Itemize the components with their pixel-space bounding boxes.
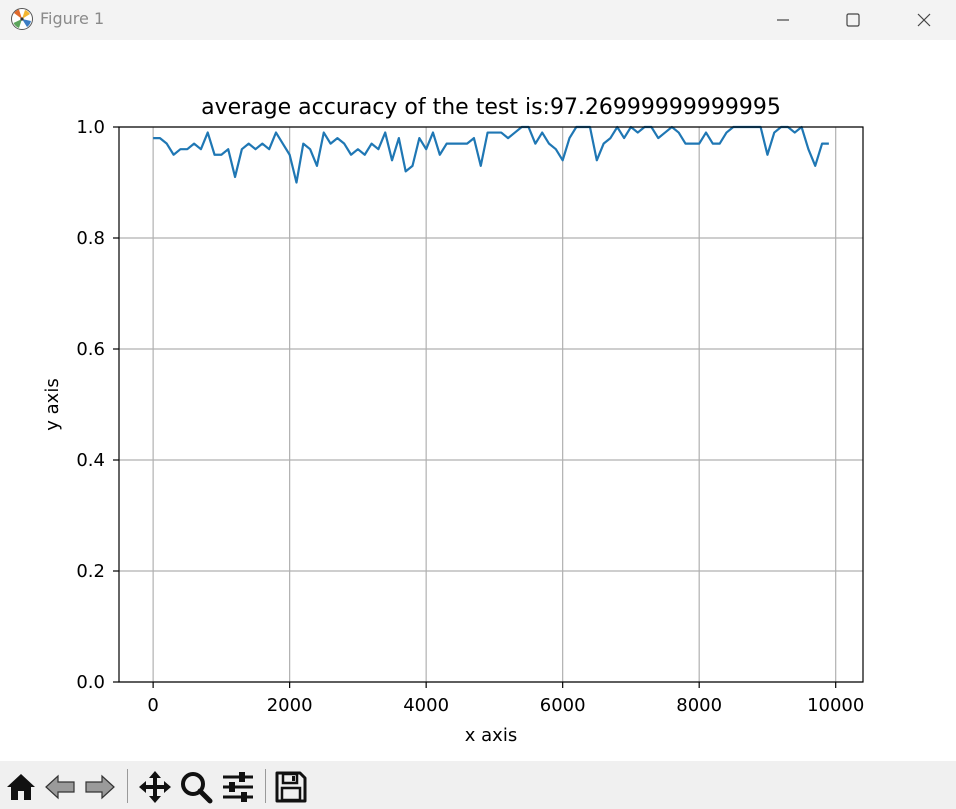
y-tick-label: 0.8 — [76, 228, 105, 249]
x-tick-label: 6000 — [540, 695, 586, 716]
pan-button[interactable] — [137, 769, 173, 805]
matplotlib-logo-icon — [11, 8, 33, 30]
configure-subplots-button[interactable] — [220, 769, 256, 805]
forward-arrow-icon — [85, 774, 115, 800]
home-button[interactable] — [3, 769, 39, 805]
configure-sliders-icon — [223, 772, 253, 802]
back-arrow-icon — [45, 774, 75, 800]
zoom-button[interactable] — [178, 769, 214, 805]
navigation-toolbar — [0, 761, 956, 809]
accuracy-series-line — [153, 125, 829, 184]
forward-button[interactable] — [82, 769, 118, 805]
toolbar-separator — [127, 769, 128, 803]
chart-title: average accuracy of the test is:97.26999… — [201, 95, 781, 120]
maximize-button[interactable] — [830, 0, 876, 40]
y-tick-label: 0.2 — [76, 561, 105, 582]
y-tick-label: 0.0 — [76, 672, 105, 693]
x-tick-label: 0 — [147, 695, 158, 716]
tick-labels: 0 2000 4000 6000 8000 10000 0.0 0.2 0.4 0.6 0.8 1.0 — [76, 117, 864, 716]
y-tick-label: 0.4 — [76, 450, 105, 471]
close-icon — [917, 13, 931, 27]
y-axis-label: y axis — [42, 378, 63, 430]
x-tick-label: 8000 — [676, 695, 722, 716]
maximize-icon — [846, 13, 860, 27]
y-tick-label: 0.6 — [76, 339, 105, 360]
figure-canvas[interactable]: 0 2000 4000 6000 8000 10000 0.0 0.2 0.4 0.6 0.8 1.0… — [0, 40, 956, 761]
window-title: Figure 1 — [40, 9, 105, 28]
x-tick-label: 10000 — [807, 695, 864, 716]
close-button[interactable] — [901, 0, 947, 40]
minimize-button[interactable] — [760, 0, 806, 40]
tick-marks — [113, 126, 837, 688]
zoom-magnifier-icon — [181, 772, 213, 804]
x-axis-label: x axis — [465, 725, 517, 746]
line-chart[interactable]: 0 2000 4000 6000 8000 10000 0.0 0.2 0.4 0.6 0.8 1.0… — [0, 40, 956, 761]
y-tick-label: 1.0 — [76, 117, 105, 138]
home-icon — [7, 774, 35, 800]
title-bar[interactable]: Figure 1 — [0, 0, 956, 40]
save-button[interactable] — [273, 769, 309, 805]
x-tick-label: 4000 — [403, 695, 449, 716]
grid-lines — [119, 126, 863, 683]
toolbar-separator — [265, 769, 266, 803]
pan-move-icon — [139, 771, 171, 803]
minimize-icon — [777, 19, 789, 21]
back-button[interactable] — [42, 769, 78, 805]
series-layer — [153, 125, 829, 184]
save-floppy-icon — [275, 771, 307, 803]
axes-frame — [118, 126, 864, 683]
x-tick-label: 2000 — [267, 695, 313, 716]
